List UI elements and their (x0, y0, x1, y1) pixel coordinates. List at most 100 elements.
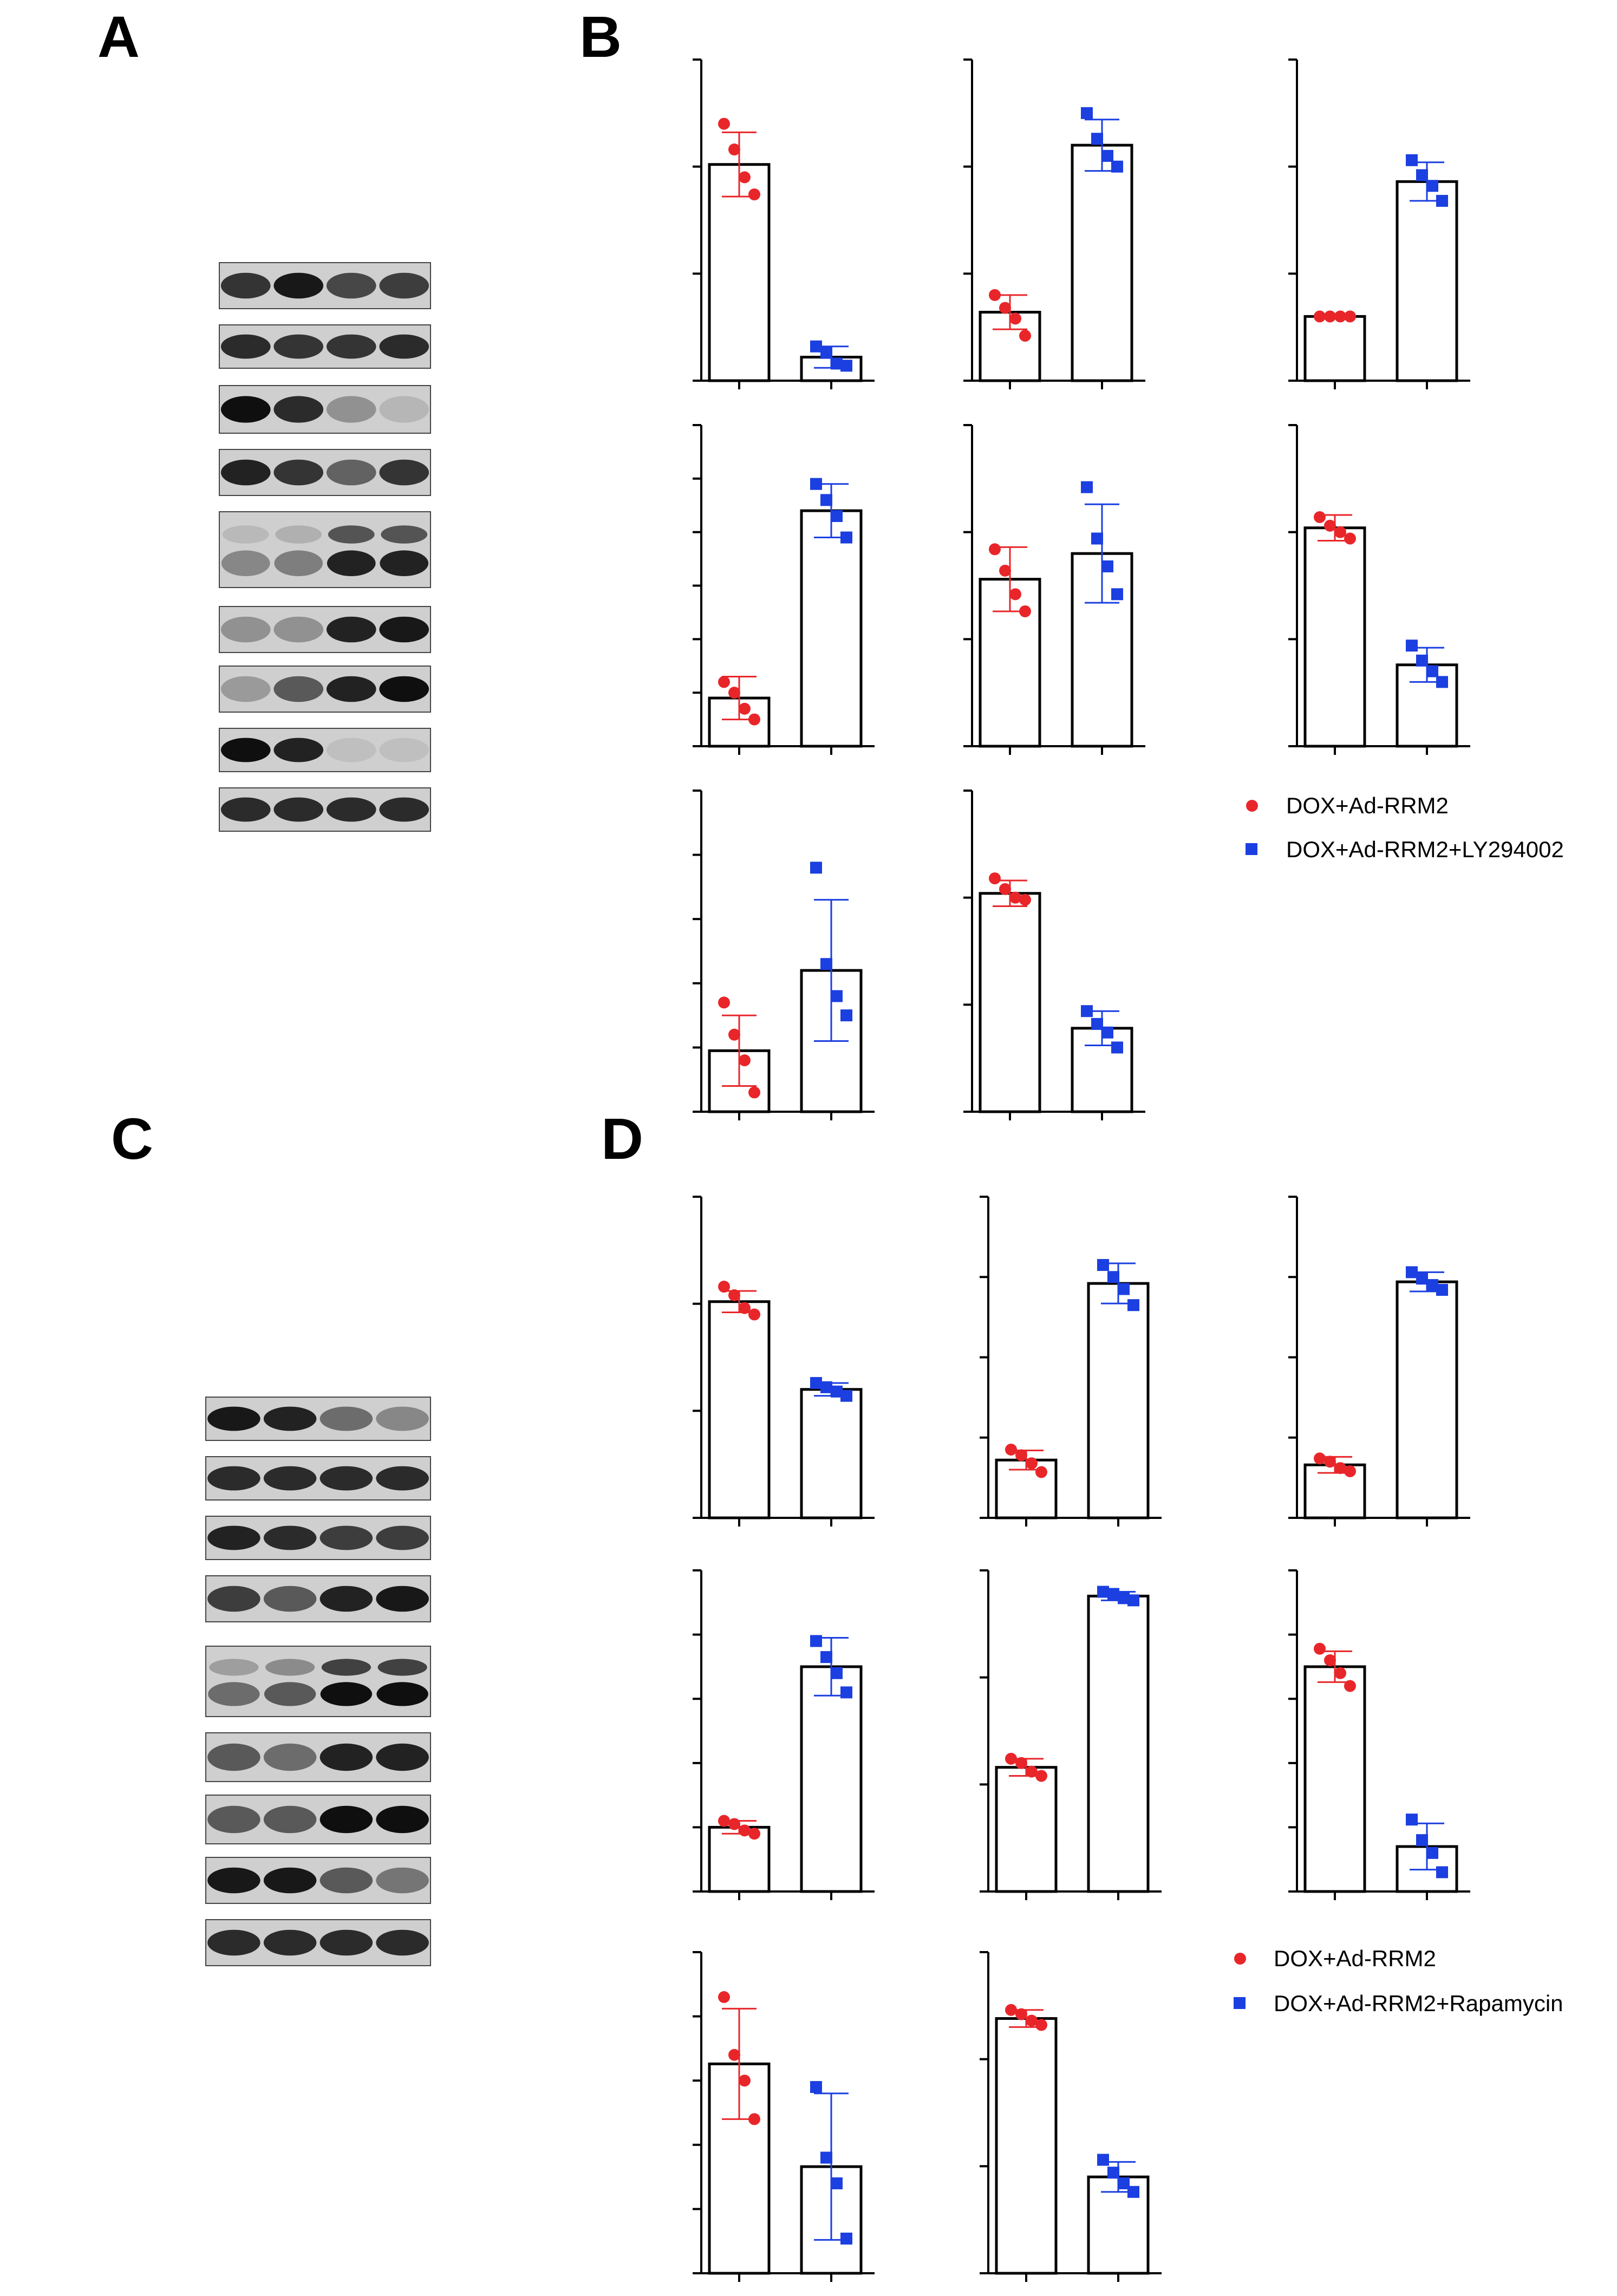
blot-band (207, 1743, 260, 1771)
data-point (739, 2075, 751, 2087)
bar-chart-b3 (1288, 58, 1470, 389)
blot-band (379, 459, 429, 486)
bar (800, 1665, 863, 1893)
data-point (728, 1289, 740, 1301)
data-point (1091, 133, 1103, 145)
data-point (739, 1302, 751, 1314)
blot-band (273, 396, 324, 423)
data-point (810, 2081, 822, 2093)
data-point (820, 958, 832, 970)
data-point (831, 2177, 843, 2189)
blot-band (326, 738, 376, 762)
blot-band (263, 1466, 317, 1491)
data-point (748, 188, 760, 201)
data-point (718, 1281, 730, 1293)
data-point (1426, 665, 1438, 677)
data-point (831, 990, 843, 1002)
data-point (1015, 1449, 1027, 1462)
blot-band (320, 1466, 373, 1491)
blot-band-lower (208, 1682, 260, 1706)
blot-band-upper (377, 1659, 427, 1676)
blot-band (326, 459, 376, 486)
data-point (1344, 1680, 1356, 1692)
data-point (728, 144, 740, 156)
data-point (1334, 310, 1346, 323)
data-point (840, 2232, 852, 2245)
blot-band (263, 1805, 317, 1834)
blot-band (326, 616, 376, 643)
blot-strip (219, 511, 431, 588)
data-point (831, 1385, 843, 1398)
data-point (810, 340, 822, 353)
data-point (840, 1686, 852, 1699)
data-point (1436, 676, 1448, 688)
blot-band-lower (380, 550, 429, 576)
bar-chart-b5 (963, 424, 1145, 755)
blot-band (379, 396, 429, 423)
blot-band-lower (264, 1682, 316, 1706)
bar-chart-b2 (963, 58, 1145, 389)
data-point (1107, 2167, 1119, 2179)
bar-chart-b1 (693, 58, 875, 389)
data-point (1344, 1465, 1356, 1478)
blot-band-upper (275, 525, 322, 544)
blot-band (263, 1525, 317, 1550)
data-point (739, 1054, 751, 1067)
blot-band (263, 1867, 317, 1894)
blot-band (326, 272, 376, 299)
bar-chart-d7 (693, 1951, 875, 2282)
bar (1303, 315, 1366, 382)
bar (1303, 526, 1366, 748)
panel-letter-A: A (97, 4, 140, 69)
blot-band-upper (321, 1659, 371, 1676)
blot-band (379, 676, 429, 702)
data-point (748, 713, 760, 726)
blot-band (220, 616, 271, 643)
blot-band (207, 1867, 260, 1894)
data-point (1314, 1642, 1326, 1655)
data-point (1101, 149, 1113, 162)
panel-letter-B: B (579, 4, 622, 69)
blot-band (379, 272, 429, 299)
blot-band (376, 1466, 429, 1491)
legend-label-group1-d: DOX+Ad-RRM2 (1274, 1946, 1436, 1971)
data-point (1416, 169, 1428, 181)
blot-band (220, 334, 271, 359)
bar (1087, 1282, 1150, 1519)
data-point (1406, 1266, 1418, 1279)
blot-band-lower (274, 550, 323, 576)
data-point (1334, 1667, 1346, 1679)
blot-band (263, 1406, 317, 1431)
data-point (1009, 891, 1021, 904)
blot-band-upper (381, 525, 428, 544)
data-point (1344, 532, 1356, 545)
blot-band (207, 1466, 260, 1491)
blot-band (220, 676, 271, 702)
bar-chart-d1 (693, 1196, 875, 1527)
data-point (1019, 893, 1031, 906)
data-point (1026, 1765, 1038, 1778)
data-point (810, 1377, 822, 1389)
panel-letter-D: D (601, 1106, 643, 1171)
bar (1303, 1665, 1366, 1893)
blot-band (326, 676, 376, 702)
bar-chart-d4 (693, 1569, 875, 1900)
data-point (1324, 519, 1336, 532)
bar (708, 163, 771, 382)
blot-band (207, 1406, 260, 1431)
blot-band (379, 797, 429, 822)
bar (708, 1825, 771, 1893)
legend-marker-red-circle (1246, 800, 1258, 812)
data-point (748, 1308, 760, 1321)
data-point (1416, 1834, 1428, 1847)
blot-band (263, 1929, 317, 1956)
bar (1396, 1280, 1458, 1519)
data-point (989, 872, 1001, 885)
legend-label-group2-d: DOX+Ad-RRM2+Rapamycin (1274, 1991, 1563, 2016)
legend-marker-red-circle (1234, 1953, 1246, 1965)
data-point (1436, 194, 1448, 207)
bar-chart-b7 (693, 790, 875, 1120)
data-point (718, 118, 730, 130)
data-point (831, 510, 843, 523)
data-point (1314, 310, 1326, 323)
